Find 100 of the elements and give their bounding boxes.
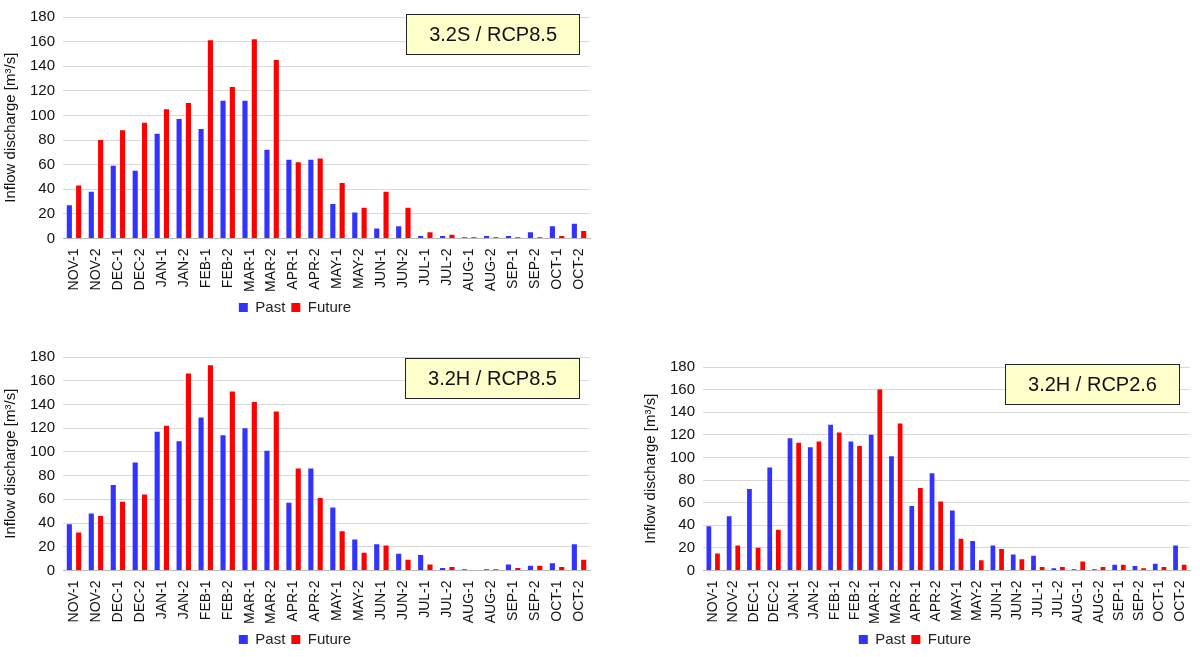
x-tick-label: OCT-1 — [547, 248, 564, 290]
legend-label: Past — [255, 297, 287, 315]
x-tick-label: SEP-2 — [525, 580, 542, 621]
y-tick-label: 180 — [30, 7, 56, 25]
text: 3.2H / RCP8.5 — [405, 358, 580, 399]
bar — [76, 532, 82, 570]
bar — [767, 467, 773, 570]
x-tick-label: SEP-1 — [504, 580, 521, 621]
y-tick-label: 60 — [38, 154, 56, 172]
y-tick-label: 160 — [30, 31, 56, 49]
x-tick-label: NOV-2 — [86, 248, 103, 291]
y-tick-label: 100 — [30, 442, 56, 459]
y-tick-label: 140 — [670, 402, 696, 420]
legend-label: Future — [307, 629, 352, 647]
x-tick-label: DEC-1 — [108, 248, 125, 291]
bar — [154, 431, 160, 570]
bar — [163, 425, 170, 570]
x-tick-label: SEP-2 — [525, 248, 542, 289]
bar — [273, 411, 279, 570]
bar — [581, 231, 587, 238]
x-tick-label: APR-2 — [927, 580, 944, 622]
bar — [405, 207, 411, 238]
bar — [286, 159, 292, 238]
x-tick-label: JUL-1 — [416, 248, 433, 286]
x-tick-label: JUL-1 — [1028, 580, 1045, 618]
bar — [207, 40, 213, 238]
x-tick-label: DEC-2 — [130, 248, 147, 291]
bar — [571, 544, 577, 570]
bar — [909, 506, 915, 570]
bar — [796, 442, 802, 570]
chart-title: 3.2H / RCP2.6 — [1005, 364, 1180, 405]
bar — [449, 566, 455, 570]
bar — [581, 559, 587, 570]
bar — [361, 207, 367, 238]
x-tick-label: JAN-2 — [174, 248, 191, 288]
bar — [715, 553, 720, 570]
x-tick-label: AUG-1 — [1069, 580, 1086, 624]
y-tick-label: 80 — [38, 130, 56, 148]
bar — [352, 212, 358, 238]
x-tick-label: NOV-2 — [724, 580, 741, 623]
bar — [1039, 567, 1045, 570]
x-tick-label: JUN-1 — [372, 248, 389, 289]
bar — [374, 544, 380, 570]
x-tick-label: OCT-1 — [1150, 580, 1167, 622]
bar — [264, 450, 270, 570]
x-tick-label: JUL-2 — [438, 248, 455, 286]
bar — [857, 446, 862, 570]
bar — [405, 559, 411, 570]
y-tick-label: 160 — [670, 379, 696, 397]
x-tick-label: DEC-2 — [764, 580, 781, 623]
x-tick-label: DEC-1 — [108, 580, 125, 623]
bar — [527, 232, 534, 238]
bar — [273, 60, 279, 238]
bar — [66, 205, 72, 238]
bar — [88, 191, 94, 238]
bar — [229, 87, 235, 238]
bar — [1120, 564, 1126, 570]
bar — [141, 122, 148, 238]
bar — [418, 555, 424, 570]
x-tick-label: JAN-2 — [805, 580, 822, 620]
x-tick-label: JAN-2 — [174, 580, 191, 620]
x-tick-label: NOV-1 — [64, 248, 81, 291]
x-tick-label: APR-1 — [284, 580, 301, 622]
x-tick-label: OCT-2 — [569, 580, 586, 622]
x-tick-label: MAY-2 — [350, 580, 367, 621]
x-tick-label: APR-2 — [306, 248, 323, 290]
legend-label: Past — [875, 629, 907, 647]
x-tick-label: JUN-2 — [394, 580, 411, 621]
bar — [308, 159, 314, 238]
x-tick-label: AUG-1 — [460, 580, 477, 624]
y-tick-label: 0 — [46, 228, 56, 246]
x-tick-label: MAY-1 — [328, 580, 345, 621]
x-tick-label: MAR-1 — [240, 248, 257, 292]
y-tick-label: 0 — [46, 560, 56, 578]
x-tick-label: JUL-2 — [1048, 580, 1065, 618]
bar — [735, 545, 741, 570]
bar — [76, 185, 82, 238]
bar — [98, 140, 104, 238]
x-tick-label: FEB-2 — [218, 580, 235, 621]
bar — [120, 130, 126, 238]
bar — [220, 100, 226, 238]
bar — [807, 447, 813, 570]
x-tick-label: JAN-1 — [152, 248, 169, 288]
bar — [549, 563, 555, 570]
y-tick-label: 80 — [678, 470, 696, 488]
bar — [1019, 559, 1025, 570]
bar — [229, 391, 235, 570]
bar — [383, 191, 389, 238]
x-tick-label: APR-1 — [284, 248, 301, 290]
x-tick-label: FEB-2 — [218, 248, 235, 289]
bar — [141, 494, 148, 570]
bar — [1010, 554, 1016, 570]
bar — [449, 234, 455, 238]
y-axis-title: Inflow discharge [m³/s] — [1, 52, 19, 203]
x-tick-label: DEC-1 — [744, 580, 761, 623]
bar — [317, 498, 323, 570]
x-tick-label: NOV-1 — [704, 580, 721, 623]
y-tick-label: 40 — [38, 179, 56, 197]
bar — [66, 524, 72, 570]
bar — [330, 204, 336, 238]
